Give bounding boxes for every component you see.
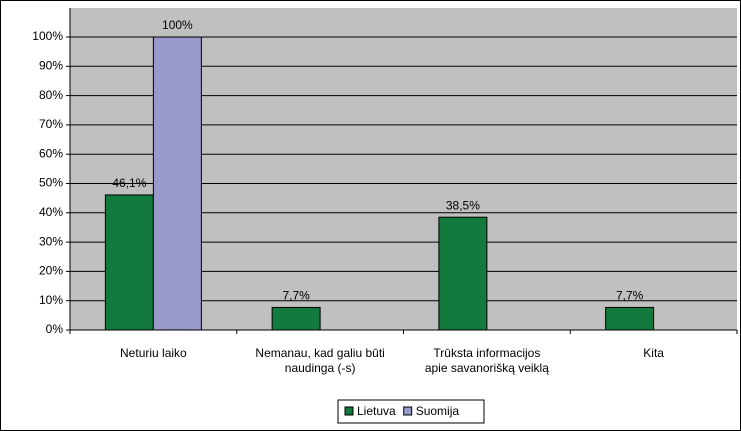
y-tick-label: 70% [39,117,63,131]
y-tick-label: 40% [39,205,63,219]
value-label: 100% [162,18,193,32]
y-tick-label: 60% [39,146,63,160]
bar [104,194,154,331]
value-label: 7,7% [282,289,310,303]
y-tick-label: 20% [39,264,63,278]
legend-label: Lietuva [357,404,396,418]
bar [605,306,655,331]
value-label: 38,5% [446,198,480,212]
x-tick-label: Trūksta informacijos apie savanorišką ve… [424,346,549,375]
y-tick-label: 100% [32,29,63,43]
bar [152,36,202,331]
y-tick-label: 90% [39,58,63,72]
y-tick-label: 50% [39,176,63,190]
bar [271,306,321,331]
legend-label: Suomija [416,404,460,418]
legend-swatch [344,406,354,416]
y-tick-label: 0% [46,322,64,336]
value-label: 46,1% [112,176,146,190]
x-tick-label: Neturiu laiko [120,346,187,360]
bar [438,216,488,331]
x-tick-label: Nemanau, kad galiu būti naudinga (-s) [255,346,385,375]
x-tick-label: Kita [643,346,664,360]
legend-swatch [403,406,413,416]
y-tick-label: 80% [39,88,63,102]
y-tick-label: 10% [39,293,63,307]
y-tick-label: 30% [39,234,63,248]
value-label: 7,7% [616,289,644,303]
